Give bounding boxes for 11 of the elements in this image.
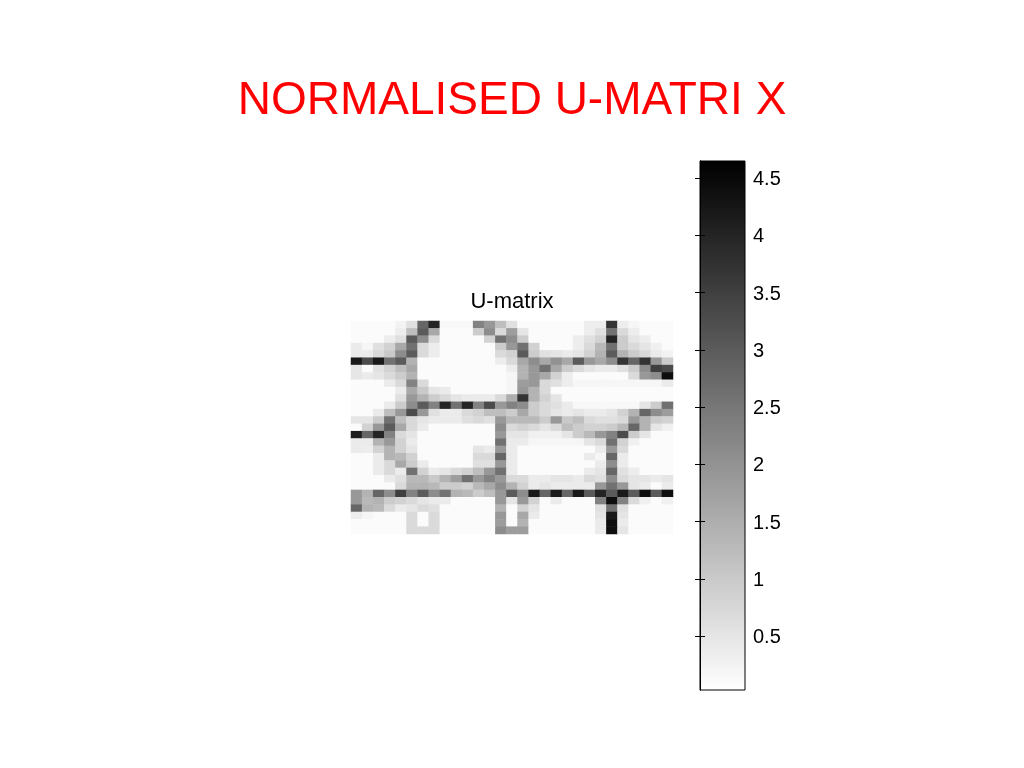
color-bar-label: 4: [753, 224, 765, 247]
color-bar-label: 0.5: [753, 625, 781, 648]
color-bar-label: 1: [753, 567, 765, 590]
color-bar-label: 3: [753, 338, 765, 361]
color-bar-label: 2: [753, 453, 765, 476]
color-bar-label: 4.5: [753, 167, 781, 190]
chart-subtitle: U-matrix: [470, 287, 554, 313]
color-bar-label: 2.5: [753, 396, 781, 419]
color-bar-label: 3.5: [753, 281, 781, 304]
color-bar-label: 1.5: [753, 510, 781, 533]
chart-title: NORMALISED U-MATRI X: [237, 72, 787, 124]
